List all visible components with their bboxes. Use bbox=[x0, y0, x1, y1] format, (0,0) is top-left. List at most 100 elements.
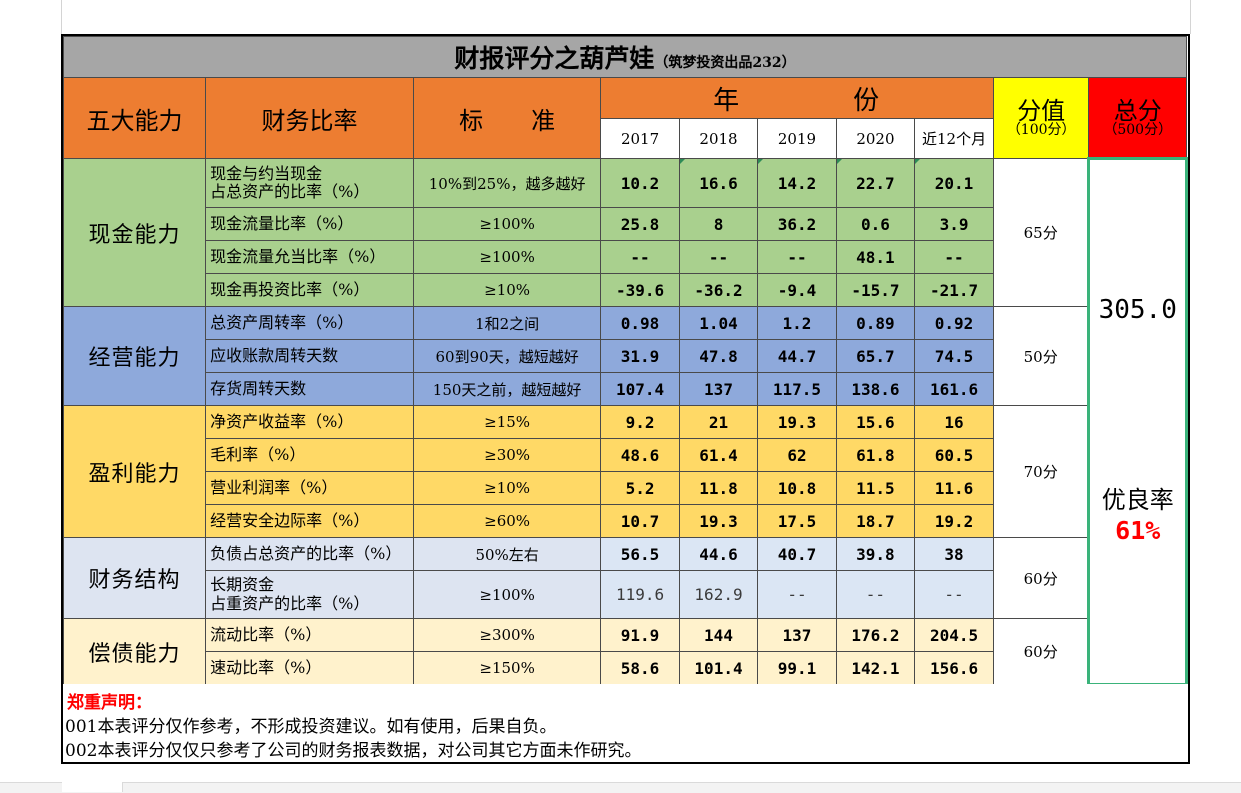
ratio-line: 经营安全边际率（%） bbox=[210, 510, 370, 530]
value-cell: -- bbox=[678, 240, 759, 274]
value-cell: 137 bbox=[757, 618, 837, 652]
table-row: 现金流量比率（%） ≥100% 25.8 8 36.2 0.6 3.9 bbox=[64, 207, 1187, 241]
good-rate-label: 优良率 bbox=[1101, 486, 1174, 514]
value-cell: 19.3 bbox=[757, 405, 837, 439]
value-cell: 3.9 bbox=[914, 207, 994, 241]
total-score-cell: 305.0 优良率 61% bbox=[1087, 157, 1188, 686]
header-score: 分值 （100分） bbox=[992, 77, 1090, 159]
value-cell: -9.4 bbox=[757, 273, 837, 307]
ratio-line: 应收账款周转天数 bbox=[210, 345, 339, 365]
standard-cell: 1和2之间 bbox=[412, 306, 602, 340]
sheet-tab[interactable] bbox=[62, 782, 123, 792]
standard-cell: 150天之前，越短越好 bbox=[412, 372, 602, 406]
category-name: 现金能力 bbox=[63, 158, 207, 307]
value-cell: 117.5 bbox=[757, 372, 837, 406]
title-main: 财报评分之葫芦娃 bbox=[454, 44, 655, 73]
value-cell: 91.9 bbox=[600, 618, 680, 652]
value-cell: 0.89 bbox=[835, 306, 916, 340]
standard-cell: ≥10% bbox=[412, 273, 602, 307]
value-cell: 21 bbox=[678, 405, 759, 439]
value-cell: 10.8 bbox=[757, 471, 837, 505]
value-cell: -15.7 bbox=[835, 273, 916, 307]
standard-cell: ≥10% bbox=[412, 471, 602, 505]
value-cell: 61.8 bbox=[835, 438, 916, 472]
ratio-line: 现金再投资比率（%） bbox=[210, 279, 370, 299]
year-header: 2019 bbox=[757, 118, 837, 159]
year-header: 2020 bbox=[835, 118, 916, 159]
value-cell: 119.6 bbox=[600, 570, 680, 619]
value-cell: 0.92 bbox=[914, 306, 994, 340]
value-cell: 40.7 bbox=[757, 537, 837, 571]
standard-cell: ≥15% bbox=[412, 405, 602, 439]
disclaimer-line: 001本表评分仅作参考，不形成投资建议。如有使用，后果自负。 bbox=[65, 717, 557, 737]
value-cell: 16.6 bbox=[678, 158, 759, 208]
header-total-sub: （500分） bbox=[1103, 121, 1173, 138]
value-cell: -- bbox=[914, 570, 994, 619]
header-ability: 五大能力 bbox=[63, 77, 207, 159]
standard-cell: 60到90天，越短越好 bbox=[412, 339, 602, 373]
table-row: 经营安全边际率（%） ≥60% 10.7 19.3 17.5 18.7 19.2 bbox=[64, 504, 1187, 538]
value-cell: 5.2 bbox=[600, 471, 680, 505]
header-ratio: 财务比率 bbox=[205, 77, 414, 159]
value-cell: -21.7 bbox=[914, 273, 994, 307]
value-cell: 144 bbox=[678, 618, 759, 652]
table-row: 经营能力 总资产周转率（%） 1和2之间 0.98 1.04 1.2 0.89 0.92 50分 bbox=[63, 306, 1187, 406]
value-cell: -- bbox=[914, 240, 994, 274]
value-cell: 107.4 bbox=[600, 372, 680, 406]
ratio-name: 毛利率（%） bbox=[205, 438, 414, 472]
year-header: 近12个月 bbox=[914, 118, 994, 159]
value-cell: 11.6 bbox=[914, 471, 994, 505]
category-name: 财务结构 bbox=[63, 537, 207, 619]
value-cell: 56.5 bbox=[600, 537, 680, 571]
value-cell: 62 bbox=[757, 438, 837, 472]
value-cell: 58.6 bbox=[600, 651, 680, 685]
ratio-name: 长期资金 占重资产的比率（%） bbox=[205, 570, 414, 619]
ratio-line: 毛利率（%） bbox=[210, 444, 306, 464]
value-cell: 137 bbox=[678, 372, 759, 406]
value-cell: 10.7 bbox=[600, 504, 680, 538]
standard-cell: ≥100% bbox=[412, 207, 602, 241]
table-row: 现金能力 现金与约当现金 占总资产的比率（%） 10%到25%，越多越好 10.2 16.… bbox=[63, 157, 1188, 686]
comment-marker-icon bbox=[680, 159, 685, 164]
gridline bbox=[61, 0, 62, 34]
table-row: 毛利率（%） ≥30% 48.6 61.4 62 61.8 60.5 bbox=[64, 438, 1187, 472]
value-cell: 74.5 bbox=[914, 339, 994, 373]
ratio-name: 速动比率（%） bbox=[205, 651, 414, 685]
table-row: 应收账款周转天数 60到90天，越短越好 31.9 47.8 44.7 65.7 74.5 bbox=[64, 339, 1187, 373]
value-cell: 1.2 bbox=[757, 306, 837, 340]
value-cell: 25.8 bbox=[600, 207, 680, 241]
value-cell: 142.1 bbox=[835, 651, 916, 685]
value-cell: 19.3 bbox=[678, 504, 759, 538]
total-value: 305.0 bbox=[1098, 295, 1177, 325]
ratio-name: 现金再投资比率（%） bbox=[205, 273, 414, 307]
value-cell: 101.4 bbox=[678, 651, 759, 685]
value-cell: 204.5 bbox=[914, 618, 994, 652]
value-cell: 48.6 bbox=[600, 438, 680, 472]
value-cell: 99.1 bbox=[757, 651, 837, 685]
disclaimer: 郑重声明： 001本表评分仅作参考，不形成投资建议。如有使用，后果自负。 002… bbox=[63, 684, 1188, 762]
ratio-name: 负债占总资产的比率（%） bbox=[205, 537, 414, 571]
header-standard: 标 准 bbox=[412, 77, 602, 159]
table-row: 现金再投资比率（%） ≥10% -39.6 -36.2 -9.4 -15.7 -21.7 bbox=[64, 273, 1187, 307]
value-cell: 15.6 bbox=[835, 405, 916, 439]
ratio-name: 总资产周转率（%） bbox=[205, 306, 414, 340]
standard-cell: ≥150% bbox=[412, 651, 602, 685]
value-cell: 11.5 bbox=[835, 471, 916, 505]
ratio-line: 存货周转天数 bbox=[210, 378, 307, 398]
value-cell: -- bbox=[835, 570, 916, 619]
value-cell: -39.6 bbox=[600, 273, 680, 307]
value-cell: -36.2 bbox=[678, 273, 759, 307]
ratio-line: 流动比率（%） bbox=[210, 624, 322, 644]
good-rate-value: 61% bbox=[1115, 516, 1161, 545]
standard-cell: ≥30% bbox=[412, 438, 602, 472]
category-score: 60分 bbox=[992, 537, 1090, 619]
sheet-title: 财报评分之葫芦娃（筑梦投资出品232） bbox=[63, 36, 1187, 78]
ratio-line: 现金与约当现金 bbox=[210, 163, 323, 183]
value-cell: 8 bbox=[678, 207, 759, 241]
standard-cell: ≥300% bbox=[412, 618, 602, 652]
value-cell: 18.7 bbox=[835, 504, 916, 538]
value-cell: 156.6 bbox=[914, 651, 994, 685]
category-name: 盈利能力 bbox=[63, 405, 207, 538]
value-cell: 22.7 bbox=[835, 158, 916, 208]
value-cell: -- bbox=[757, 240, 837, 274]
